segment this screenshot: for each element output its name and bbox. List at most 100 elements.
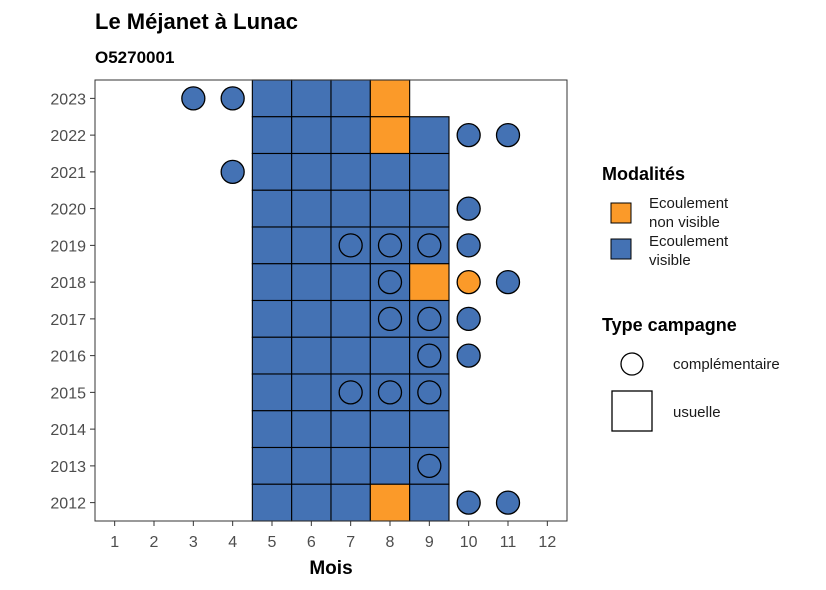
x-tick-label: 6 bbox=[307, 534, 316, 551]
legend-label-visible-line1: Ecoulement bbox=[649, 233, 729, 250]
cell-2020-8 bbox=[369, 189, 411, 228]
cell-2014-5 bbox=[251, 410, 293, 449]
point-2019-8 bbox=[377, 233, 403, 258]
x-tick-label: 12 bbox=[538, 534, 556, 551]
y-tick-label: 2022 bbox=[50, 128, 86, 145]
cell-2015-5 bbox=[251, 373, 293, 412]
x-tick-label: 2 bbox=[150, 534, 159, 551]
x-tick-label: 1 bbox=[110, 534, 119, 551]
cell-2020-9 bbox=[409, 189, 450, 228]
legend-circle-icon bbox=[620, 352, 644, 376]
y-tick-label: 2014 bbox=[50, 422, 86, 439]
x-tick-label: 3 bbox=[189, 534, 198, 551]
point-2021-4 bbox=[220, 159, 245, 185]
cell-2021-6 bbox=[291, 152, 332, 191]
cell-2023-7 bbox=[330, 79, 371, 118]
chart-title: Le Méjanet à Lunac bbox=[95, 9, 298, 34]
cell-2013-6 bbox=[291, 446, 332, 485]
usual-campaign-layer bbox=[251, 79, 450, 522]
legend-title-campagne: Type campagne bbox=[602, 315, 737, 335]
chart-subtitle: O5270001 bbox=[95, 48, 174, 67]
point-2020-10 bbox=[456, 196, 481, 221]
cell-2022-9 bbox=[409, 116, 450, 155]
y-tick-label: 2019 bbox=[50, 238, 86, 255]
y-axis: 2012 2013 2014 2015 2016 2017 2018 2019 2020 2021… bbox=[50, 91, 95, 513]
legend-label-usuelle: usuelle bbox=[673, 404, 721, 421]
x-tick-label: 7 bbox=[346, 534, 355, 551]
legend-title-modalites: Modalités bbox=[602, 164, 685, 184]
cell-2018-7 bbox=[330, 263, 371, 302]
y-tick-label: 2016 bbox=[50, 349, 86, 366]
point-2015-8 bbox=[377, 380, 403, 405]
x-axis: 1 2 3 4 5 6 7 8 9 10 11 12 bbox=[110, 521, 556, 551]
cell-2016-6 bbox=[291, 336, 332, 375]
cell-2022-5 bbox=[251, 116, 293, 155]
cell-2022-6 bbox=[291, 116, 332, 155]
complementary-campaign-layer bbox=[181, 86, 521, 515]
cell-2019-6 bbox=[291, 226, 332, 265]
cell-2018-5 bbox=[251, 263, 293, 302]
cell-2022-8 bbox=[369, 116, 411, 155]
y-tick-label: 2012 bbox=[50, 496, 86, 513]
point-2023-3 bbox=[181, 86, 206, 111]
legend-swatch-visible bbox=[610, 238, 632, 260]
legend-label-non-visible-line2: non visible bbox=[649, 214, 720, 231]
point-2019-7 bbox=[338, 233, 363, 258]
y-tick-label: 2015 bbox=[50, 385, 86, 402]
cell-2019-5 bbox=[251, 226, 293, 265]
cell-2022-7 bbox=[330, 116, 371, 155]
point-2018-10 bbox=[456, 269, 481, 295]
cell-2023-8 bbox=[369, 79, 411, 118]
point-2019-9 bbox=[417, 233, 442, 258]
y-tick-label: 2018 bbox=[50, 275, 86, 292]
point-2012-11 bbox=[495, 490, 521, 515]
legend-swatch-non-visible bbox=[610, 202, 632, 224]
cell-2012-5 bbox=[251, 483, 293, 522]
legend-label-non-visible-line1: Ecoulement bbox=[649, 195, 729, 212]
cell-2020-7 bbox=[330, 189, 371, 228]
cell-2013-8 bbox=[369, 446, 411, 485]
point-2018-8 bbox=[377, 269, 403, 295]
cell-2021-8 bbox=[369, 152, 411, 191]
cell-2012-7 bbox=[330, 483, 371, 522]
point-2016-10 bbox=[456, 343, 481, 368]
cell-2012-9 bbox=[409, 483, 450, 522]
x-tick-label: 9 bbox=[425, 534, 434, 551]
cell-2014-6 bbox=[291, 410, 332, 449]
cell-2023-6 bbox=[291, 79, 332, 118]
cell-2012-6 bbox=[291, 483, 332, 522]
cell-2014-7 bbox=[330, 410, 371, 449]
point-2015-9 bbox=[417, 380, 442, 405]
point-2016-9 bbox=[417, 343, 442, 368]
cell-2017-6 bbox=[291, 299, 332, 338]
cell-2016-8 bbox=[369, 336, 411, 375]
y-tick-label: 2017 bbox=[50, 312, 86, 329]
cell-2021-7 bbox=[330, 152, 371, 191]
point-2018-11 bbox=[495, 269, 521, 295]
x-tick-label: 4 bbox=[228, 534, 237, 551]
legend: Modalités Ecoulement non visible Ecoulem… bbox=[602, 164, 780, 432]
x-tick-label: 5 bbox=[268, 534, 277, 551]
cell-2020-6 bbox=[291, 189, 332, 228]
cell-2021-5 bbox=[251, 152, 293, 191]
y-tick-label: 2023 bbox=[50, 91, 86, 108]
point-2023-4 bbox=[220, 86, 245, 111]
cell-2020-5 bbox=[251, 189, 293, 228]
cell-2013-7 bbox=[330, 446, 371, 485]
point-2017-9 bbox=[417, 306, 442, 332]
cell-2021-9 bbox=[409, 152, 450, 191]
cell-2014-9 bbox=[409, 410, 450, 449]
point-2017-8 bbox=[377, 306, 403, 332]
legend-label-complementaire: complémentaire bbox=[673, 356, 780, 373]
point-2022-11 bbox=[495, 122, 521, 148]
cell-2013-5 bbox=[251, 446, 293, 485]
cell-2015-6 bbox=[291, 373, 332, 412]
cell-2017-5 bbox=[251, 299, 293, 338]
point-2017-10 bbox=[456, 306, 481, 332]
x-tick-label: 10 bbox=[460, 534, 478, 551]
point-2013-9 bbox=[417, 453, 442, 479]
x-axis-title: Mois bbox=[309, 558, 352, 579]
y-tick-label: 2020 bbox=[50, 202, 86, 219]
point-2015-7 bbox=[338, 380, 363, 405]
